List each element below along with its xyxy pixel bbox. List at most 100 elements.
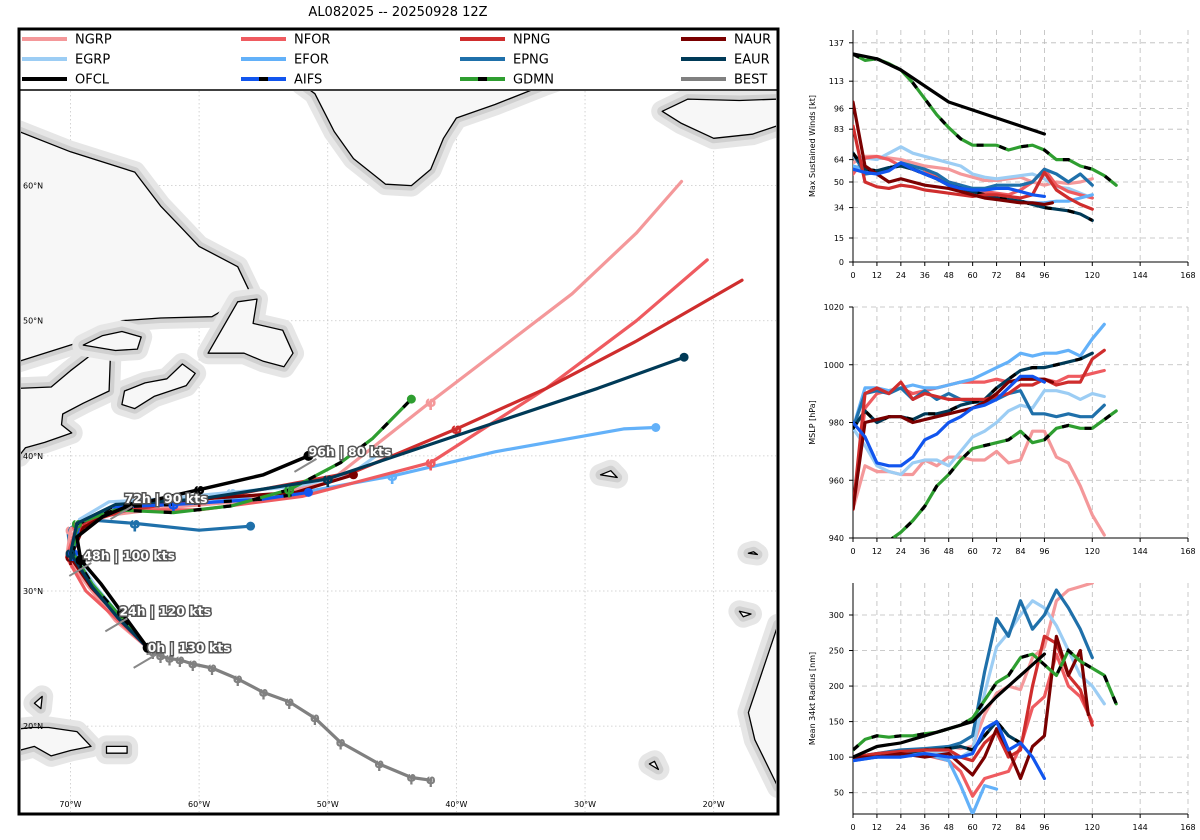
series-line <box>853 377 1055 511</box>
x-tick-label: 0 <box>850 547 855 556</box>
y-tick-label: 300 <box>829 611 844 620</box>
label-text: 0h | 130 kts <box>148 640 231 655</box>
legend-item-eaur: EAUR <box>681 53 770 68</box>
intensity-panel: 0 12 24 36 48 60 72 84 96 120 144 168 0 15 34 50 64 83 96 1… <box>808 30 1196 280</box>
legend-item-npng: NPNG <box>460 33 550 48</box>
lat-tick-label: 50°N <box>23 317 43 326</box>
x-tick-label: 96 <box>1039 823 1049 832</box>
storm-symbol: φ <box>322 470 334 488</box>
track-end-marker <box>651 422 661 432</box>
legend-label: NFOR <box>294 33 330 48</box>
map-tick-labels: 70°W 60°W 50°W 40°W 30°W 20°W 20°N 30°N 40°N 50°N… <box>23 182 725 809</box>
y-tick-label: 200 <box>829 682 844 691</box>
y-tick-label: 96 <box>834 104 844 113</box>
legend-label: EPNG <box>513 53 549 68</box>
x-tick-label: 60 <box>968 823 978 832</box>
legend-item-ngrp: NGRP <box>22 33 112 48</box>
label-text: 48h | 100 kts <box>83 548 175 563</box>
forecast-tracks: φφφφφφφφφφφφφφφφφφφφφφφφφφφφφφφφφφφφφ <box>64 179 744 788</box>
series-ofcl <box>853 52 1047 136</box>
x-tick-label: 72 <box>991 823 1001 832</box>
storm-symbol: φ <box>425 393 437 411</box>
storm-symbol: φ <box>225 483 237 501</box>
series-gdmn <box>890 409 1118 538</box>
y-tick-label: 150 <box>829 718 844 727</box>
x-tick-label: 12 <box>872 547 882 556</box>
ofcl-point <box>116 607 127 618</box>
coastline-greenland <box>310 91 531 187</box>
coastline-puerto-rico <box>105 745 128 754</box>
map-border <box>17 27 780 816</box>
lat-tick-label: 30°N <box>23 587 43 596</box>
y-tick-label: 940 <box>829 534 844 543</box>
legend-label: OFCL <box>75 73 110 88</box>
forecast-label: 96h | 80 kts <box>293 442 393 473</box>
y-tick-label: 1000 <box>824 361 844 370</box>
series-naur <box>853 377 1055 511</box>
label-text: 24h | 120 kts <box>119 603 211 618</box>
coastline-gulf-st-lawrence <box>82 330 142 352</box>
storm-symbol: φ <box>451 420 463 438</box>
x-tick-label: 84 <box>1015 823 1025 832</box>
x-tick-label: 24 <box>896 271 906 280</box>
y-tick-label: 34 <box>834 204 844 213</box>
track-line <box>64 179 684 650</box>
ofcl-point <box>75 554 86 565</box>
y-tick-label: 15 <box>834 234 844 243</box>
storm-symbol: φ <box>65 548 77 566</box>
coastline-bahamas <box>33 695 43 710</box>
coastline-cape-verde <box>648 760 660 771</box>
y-axis-label: Max Sustained Winds [kt] <box>808 95 817 197</box>
storm-symbol: φ <box>188 657 198 672</box>
y-axis-label: Mean 34kt Radius [nm] <box>808 652 817 745</box>
y-tick-label: 113 <box>829 77 844 86</box>
track-end-marker <box>679 352 689 362</box>
legend-label: EFOR <box>294 53 329 68</box>
series-line <box>853 52 1047 136</box>
track-end-marker <box>246 521 256 531</box>
series-line <box>890 409 1118 538</box>
legend-item-efor: EFOR <box>241 53 329 68</box>
x-tick-label: 168 <box>1180 547 1195 556</box>
x-tick-label: 48 <box>944 547 954 556</box>
series-dash <box>853 719 1022 759</box>
label-leader <box>68 562 92 577</box>
x-tick-label: 60 <box>968 271 978 280</box>
x-tick-label: 144 <box>1133 271 1148 280</box>
storm-symbol: φ <box>258 685 268 700</box>
coastline-madeira <box>747 551 759 556</box>
coastline-hispaniola <box>21 726 92 757</box>
label-text: 72h | 90 kts <box>124 491 207 506</box>
y-tick-label: 980 <box>829 419 844 428</box>
x-tick-label: 84 <box>1015 547 1025 556</box>
lon-tick-label: 30°W <box>574 800 596 809</box>
x-tick-label: 144 <box>1133 823 1148 832</box>
track-line <box>75 454 311 650</box>
label-leader <box>293 458 317 473</box>
radius-panel: 0 12 24 36 48 60 72 84 96 120 144 168 50 100 150 200 250… <box>808 583 1196 832</box>
track-line <box>146 646 433 782</box>
pressure-panel: 0 12 24 36 48 60 72 84 96 120 144 168 940 960 980 1000 1… <box>808 303 1196 556</box>
storm-symbol: φ <box>310 711 320 726</box>
y-tick-label: 250 <box>829 647 844 656</box>
storm-symbol: φ <box>374 757 384 772</box>
storm-symbol: φ <box>168 496 180 514</box>
lon-tick-label: 40°W <box>445 800 467 809</box>
x-tick-label: 96 <box>1039 271 1049 280</box>
x-tick-label: 96 <box>1039 547 1049 556</box>
coastline-iceland <box>661 98 776 139</box>
series-line <box>853 348 1106 511</box>
legend-label: EGRP <box>75 53 110 68</box>
series-aifs <box>853 161 1047 198</box>
coastline-newfoundland <box>207 298 294 368</box>
series-line <box>853 652 1047 759</box>
series-line <box>853 161 1047 198</box>
legend-item-nfor: NFOR <box>241 33 330 48</box>
forecast-label: 48h | 100 kts <box>68 546 177 577</box>
legend-item-gdmn: GDMN <box>460 73 554 88</box>
storm-symbol: φ <box>155 649 165 664</box>
forecast-labels: 0h | 130 kts 24h | 120 kts 48h | 100 kts 72… <box>68 442 393 669</box>
track-ngrp: φφ <box>64 179 684 650</box>
x-tick-label: 36 <box>920 547 930 556</box>
